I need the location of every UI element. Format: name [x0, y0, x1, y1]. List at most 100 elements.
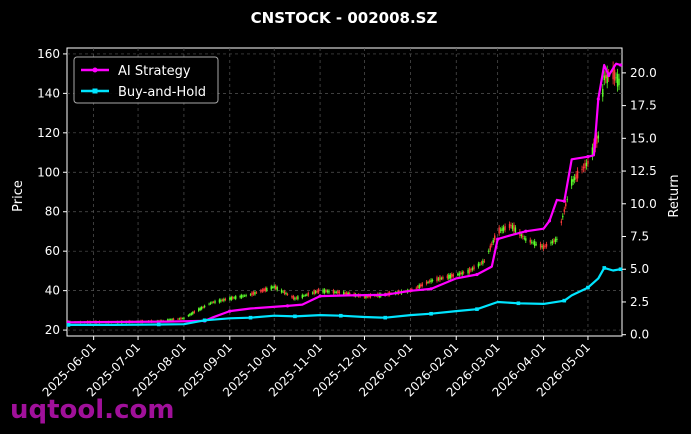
candle-body	[202, 306, 204, 308]
point-buy-and-hold	[602, 266, 607, 270]
candle-body	[189, 314, 191, 316]
point-ai-strategy	[596, 97, 600, 101]
candle-body	[251, 292, 253, 296]
candle-body	[276, 287, 278, 291]
candle-body	[492, 240, 494, 243]
candle-body	[551, 241, 554, 243]
y2-tick-label: 20.0	[630, 66, 657, 80]
candle-body	[415, 287, 417, 289]
candle-body	[347, 292, 349, 296]
candle-body	[311, 292, 314, 294]
candle-body	[348, 292, 351, 296]
candle-body	[313, 290, 315, 295]
point-ai-strategy	[607, 73, 611, 78]
candle-body	[363, 295, 366, 298]
candle-body	[261, 289, 264, 292]
candle-body	[602, 88, 604, 97]
candle-body	[613, 69, 616, 81]
candle-body	[566, 199, 568, 201]
candle-body	[168, 319, 170, 321]
candle-body	[187, 315, 190, 317]
candle-body	[307, 292, 309, 296]
chart-title: CNSTOCK - 002008.SZ	[251, 9, 438, 27]
point-buy-and-hold	[202, 318, 207, 323]
candle-body	[181, 318, 184, 320]
point-ai-strategy	[562, 199, 566, 203]
candle-body	[436, 277, 438, 282]
candle-body	[343, 291, 345, 295]
candle-body	[576, 170, 579, 179]
candle-body	[477, 263, 480, 267]
candle-body	[504, 225, 506, 230]
candle-body	[178, 318, 181, 320]
candle-body	[199, 307, 201, 311]
candle-body	[550, 242, 552, 244]
point-buy-and-hold	[516, 301, 521, 306]
y-axis-label-right: Return	[667, 174, 682, 217]
point-ai-strategy	[496, 237, 500, 241]
candle-body	[510, 224, 512, 227]
candle-body	[346, 292, 348, 295]
candle-body	[544, 245, 546, 247]
candle-body	[232, 297, 234, 299]
watermark-logo: uqtool.com	[10, 395, 174, 425]
candle-body	[513, 224, 515, 232]
candle-body	[523, 237, 526, 239]
candle-body	[218, 299, 221, 303]
legend: AI Strategy Buy-and-Hold	[73, 56, 219, 104]
candle-body	[220, 299, 222, 302]
legend-label-buy-and-hold: Buy-and-Hold	[118, 85, 206, 100]
candle-body	[417, 286, 419, 288]
y2-tick-label: 5.0	[630, 262, 649, 276]
point-ai-strategy	[586, 155, 590, 159]
candle-body	[332, 290, 335, 294]
legend-marker-buy-and-hold	[92, 88, 98, 94]
candle-body	[531, 241, 533, 243]
candle-body	[473, 266, 475, 270]
y-tick-label: 100	[37, 165, 60, 179]
candle-body	[467, 269, 469, 274]
candle-body	[511, 225, 514, 229]
point-buy-and-hold	[475, 307, 479, 311]
point-ai-strategy	[318, 294, 322, 298]
y-tick-label: 120	[37, 126, 60, 140]
candle-body	[190, 313, 193, 315]
candle-body	[224, 298, 227, 301]
candle-body	[254, 291, 256, 295]
candle-body	[183, 317, 185, 319]
candle-body	[529, 239, 531, 243]
candle-body	[166, 319, 169, 322]
y2-tick-label: 10.0	[630, 197, 657, 211]
candle-body	[335, 291, 338, 293]
candle-body	[451, 273, 453, 278]
candle-body	[235, 296, 237, 299]
candle-body	[596, 136, 598, 144]
y-tick-label: 60	[45, 244, 60, 258]
candle-body	[499, 229, 502, 231]
candle-body	[325, 290, 327, 292]
candle-body	[263, 289, 265, 291]
point-buy-and-hold	[383, 315, 387, 320]
candle-body	[421, 283, 423, 287]
candle-body	[572, 179, 574, 182]
candle-body	[260, 290, 262, 292]
candle-body	[169, 319, 172, 321]
candle-body	[328, 290, 330, 293]
y-tick-label: 140	[37, 86, 60, 100]
legend-label-ai-strategy: AI Strategy	[118, 64, 191, 79]
candle-body	[597, 135, 600, 139]
point-buy-and-hold	[66, 323, 71, 327]
candle-body	[591, 147, 594, 157]
series-line-buy-and-hold	[68, 266, 621, 326]
candle-body	[562, 215, 564, 218]
candle-body	[483, 260, 486, 262]
candle-body	[468, 268, 471, 273]
candle-body	[177, 318, 179, 320]
candle-body	[322, 289, 324, 293]
candle-body	[230, 296, 232, 300]
candle-body	[618, 78, 620, 86]
candle-body	[442, 277, 444, 279]
y2-tick-label: 12.5	[630, 164, 657, 178]
candle-body	[522, 235, 524, 238]
candle-body	[508, 224, 511, 228]
